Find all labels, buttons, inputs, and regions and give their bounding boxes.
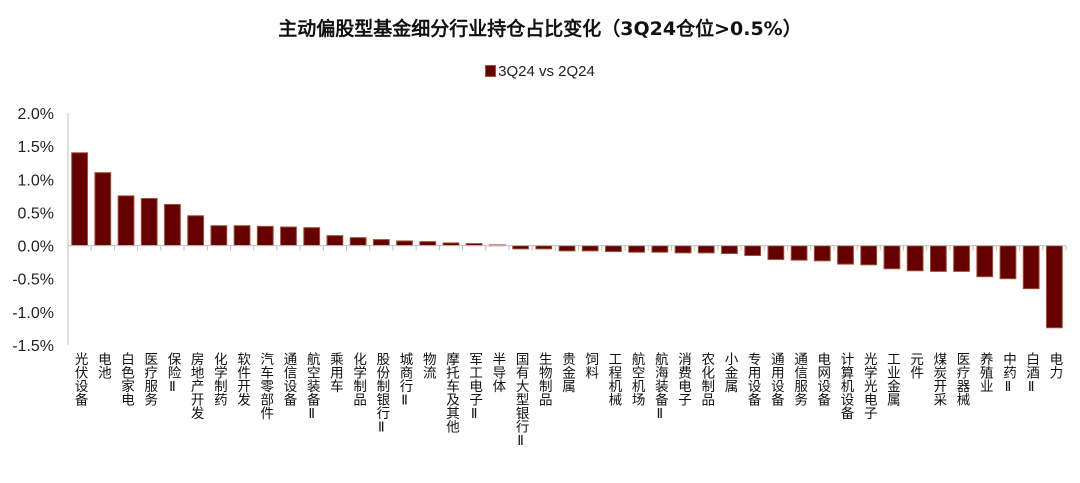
bar — [674, 245, 692, 254]
x-category-label: 白色家电 — [118, 352, 135, 406]
bar — [813, 245, 831, 262]
bar — [883, 245, 901, 270]
x-category-label: 专用设备 — [744, 352, 761, 406]
x-category-label: 元件 — [907, 352, 924, 379]
bar — [837, 245, 854, 265]
x-category-label: 通信服务 — [791, 352, 808, 406]
y-tick-label: -1.0% — [12, 305, 54, 322]
x-category-label: 医疗服务 — [141, 352, 158, 406]
bar — [605, 245, 622, 253]
x-category-label: 国有大型银行Ⅱ — [512, 352, 529, 449]
x-category-label: 工程机械 — [605, 352, 622, 406]
x-category-label: 计算机设备 — [837, 352, 854, 420]
x-category-label: 中药Ⅱ — [999, 352, 1016, 395]
x-category-label: 光伏设备 — [71, 352, 88, 406]
x-axis — [67, 245, 1067, 251]
x-category-label: 保险Ⅱ — [164, 352, 181, 395]
bar — [953, 245, 970, 272]
x-category-label: 航空机场 — [628, 352, 645, 406]
y-tick-label: 0.5% — [18, 205, 54, 222]
bar — [999, 245, 1017, 280]
bar — [396, 240, 413, 247]
x-category-label: 物流 — [419, 352, 436, 379]
x-category-label: 半导体 — [489, 352, 506, 393]
bar — [210, 225, 228, 247]
x-category-label: 航海装备Ⅱ — [651, 352, 668, 422]
bar — [71, 152, 88, 247]
y-tick-label: 1.0% — [18, 172, 54, 189]
bar — [790, 245, 808, 261]
bar — [744, 245, 762, 257]
bar — [117, 195, 135, 247]
bar — [164, 203, 181, 247]
x-category-label: 消费电子 — [675, 352, 692, 406]
x-category-label: 农化制品 — [698, 352, 715, 406]
bar — [349, 237, 367, 247]
x-category-label: 通用设备 — [767, 352, 784, 406]
legend-swatch-icon — [485, 65, 497, 77]
bar — [651, 245, 669, 253]
x-category-label: 贵金属 — [559, 352, 575, 393]
bar — [1046, 245, 1063, 329]
bar — [187, 215, 205, 247]
y-axis: 2.0% 1.5% 1.0% 0.5% 0.0% -0.5% -1.0% -1.5% — [12, 106, 69, 355]
bar — [233, 225, 251, 247]
x-category-label: 工业金属 — [883, 352, 900, 406]
bar — [1022, 245, 1040, 290]
bar — [94, 172, 112, 247]
chart-title: 主动偏股型基金细分行业持仓占比变化（3Q24仓位>0.5%） — [278, 18, 802, 40]
x-category-label: 电网设备 — [814, 352, 831, 406]
x-category-label: 电池 — [94, 352, 111, 379]
bar — [929, 245, 947, 272]
y-tick-label: -1.5% — [12, 338, 54, 355]
bar — [326, 235, 344, 247]
y-tick-label: 0.0% — [18, 239, 54, 256]
bar — [628, 245, 646, 253]
x-category-label: 电力 — [1046, 352, 1063, 379]
x-category-label: 软件开发 — [234, 352, 251, 406]
bar — [581, 245, 599, 252]
bar — [860, 245, 878, 266]
x-category-label: 医疗器械 — [953, 352, 970, 406]
bar — [558, 245, 576, 252]
y-tick-label: 1.5% — [18, 139, 54, 156]
x-category-label: 乘用车 — [326, 352, 343, 393]
x-category-label: 饲料 — [582, 352, 599, 379]
bar — [976, 245, 994, 278]
x-category-label: 化学制药 — [210, 352, 227, 406]
bar — [140, 198, 158, 247]
x-category-label: 军工电子Ⅱ — [466, 352, 483, 422]
x-category-label: 养殖业 — [976, 352, 993, 393]
x-category-label: 航空装备Ⅱ — [303, 352, 320, 422]
x-category-label: 通信设备 — [280, 352, 297, 406]
y-tick-label: -0.5% — [12, 272, 54, 289]
x-category-label: 股份制银行Ⅱ — [373, 352, 390, 436]
bar — [906, 245, 924, 272]
x-category-label: 房地产开发 — [187, 352, 204, 420]
bar — [280, 226, 297, 247]
bar — [721, 245, 738, 255]
legend: 3Q24 vs 2Q24 — [0, 63, 1080, 80]
x-category-label: 汽车零部件 — [257, 352, 274, 420]
bar — [697, 245, 715, 254]
x-category-label: 光学光电子 — [860, 352, 877, 420]
x-category-label: 摩托车及其他 — [442, 352, 459, 433]
bar — [767, 245, 785, 260]
x-category-label: 小金属 — [721, 352, 738, 393]
legend-label: 3Q24 vs 2Q24 — [498, 63, 595, 80]
y-tick-label: 2.0% — [18, 106, 54, 123]
x-category-label: 化学制品 — [350, 352, 367, 406]
bar — [256, 225, 274, 247]
x-category-label: 煤炭开采 — [930, 352, 947, 406]
x-category-label: 生物制品 — [535, 352, 552, 406]
bar — [419, 241, 437, 247]
x-category-label: 白酒Ⅱ — [1023, 352, 1040, 395]
bar — [372, 239, 390, 247]
bar — [303, 227, 321, 247]
x-category-label: 城商行Ⅱ — [396, 352, 413, 409]
bars — [71, 152, 1063, 329]
